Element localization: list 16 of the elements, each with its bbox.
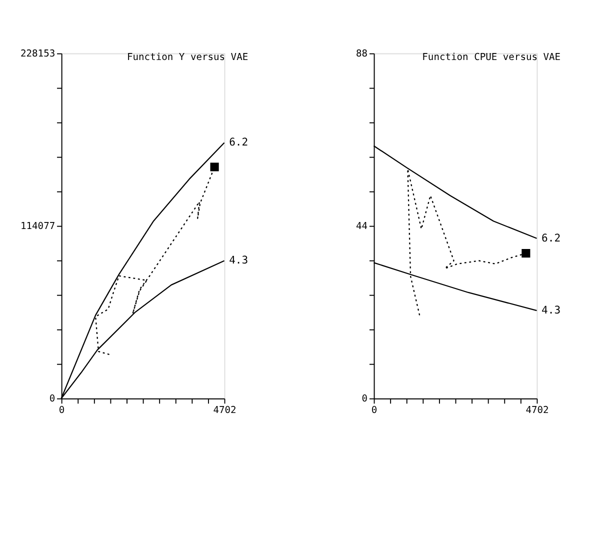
chart-title: Function Y versus VAE [127,52,248,64]
series-label: 6.2 [542,232,561,244]
x-tick-label: 4702 [526,405,549,416]
chart-title: Function CPUE versus VAE [422,52,561,64]
y-tick-label: 228153 [20,48,56,60]
y-tick-label: 114077 [20,221,56,232]
x-tick-label: 0 [58,405,65,416]
series-label: 6.2 [229,136,248,149]
series-label: 4.3 [542,304,561,316]
y-tick-label: 88 [356,48,368,60]
y-tick-label: 44 [356,221,368,232]
series-label: 4.3 [229,254,248,267]
y-tick-label: 0 [362,394,368,405]
y-tick-label: 0 [49,394,56,405]
x-tick-label: 4702 [213,405,236,416]
x-tick-label: 0 [371,405,378,416]
